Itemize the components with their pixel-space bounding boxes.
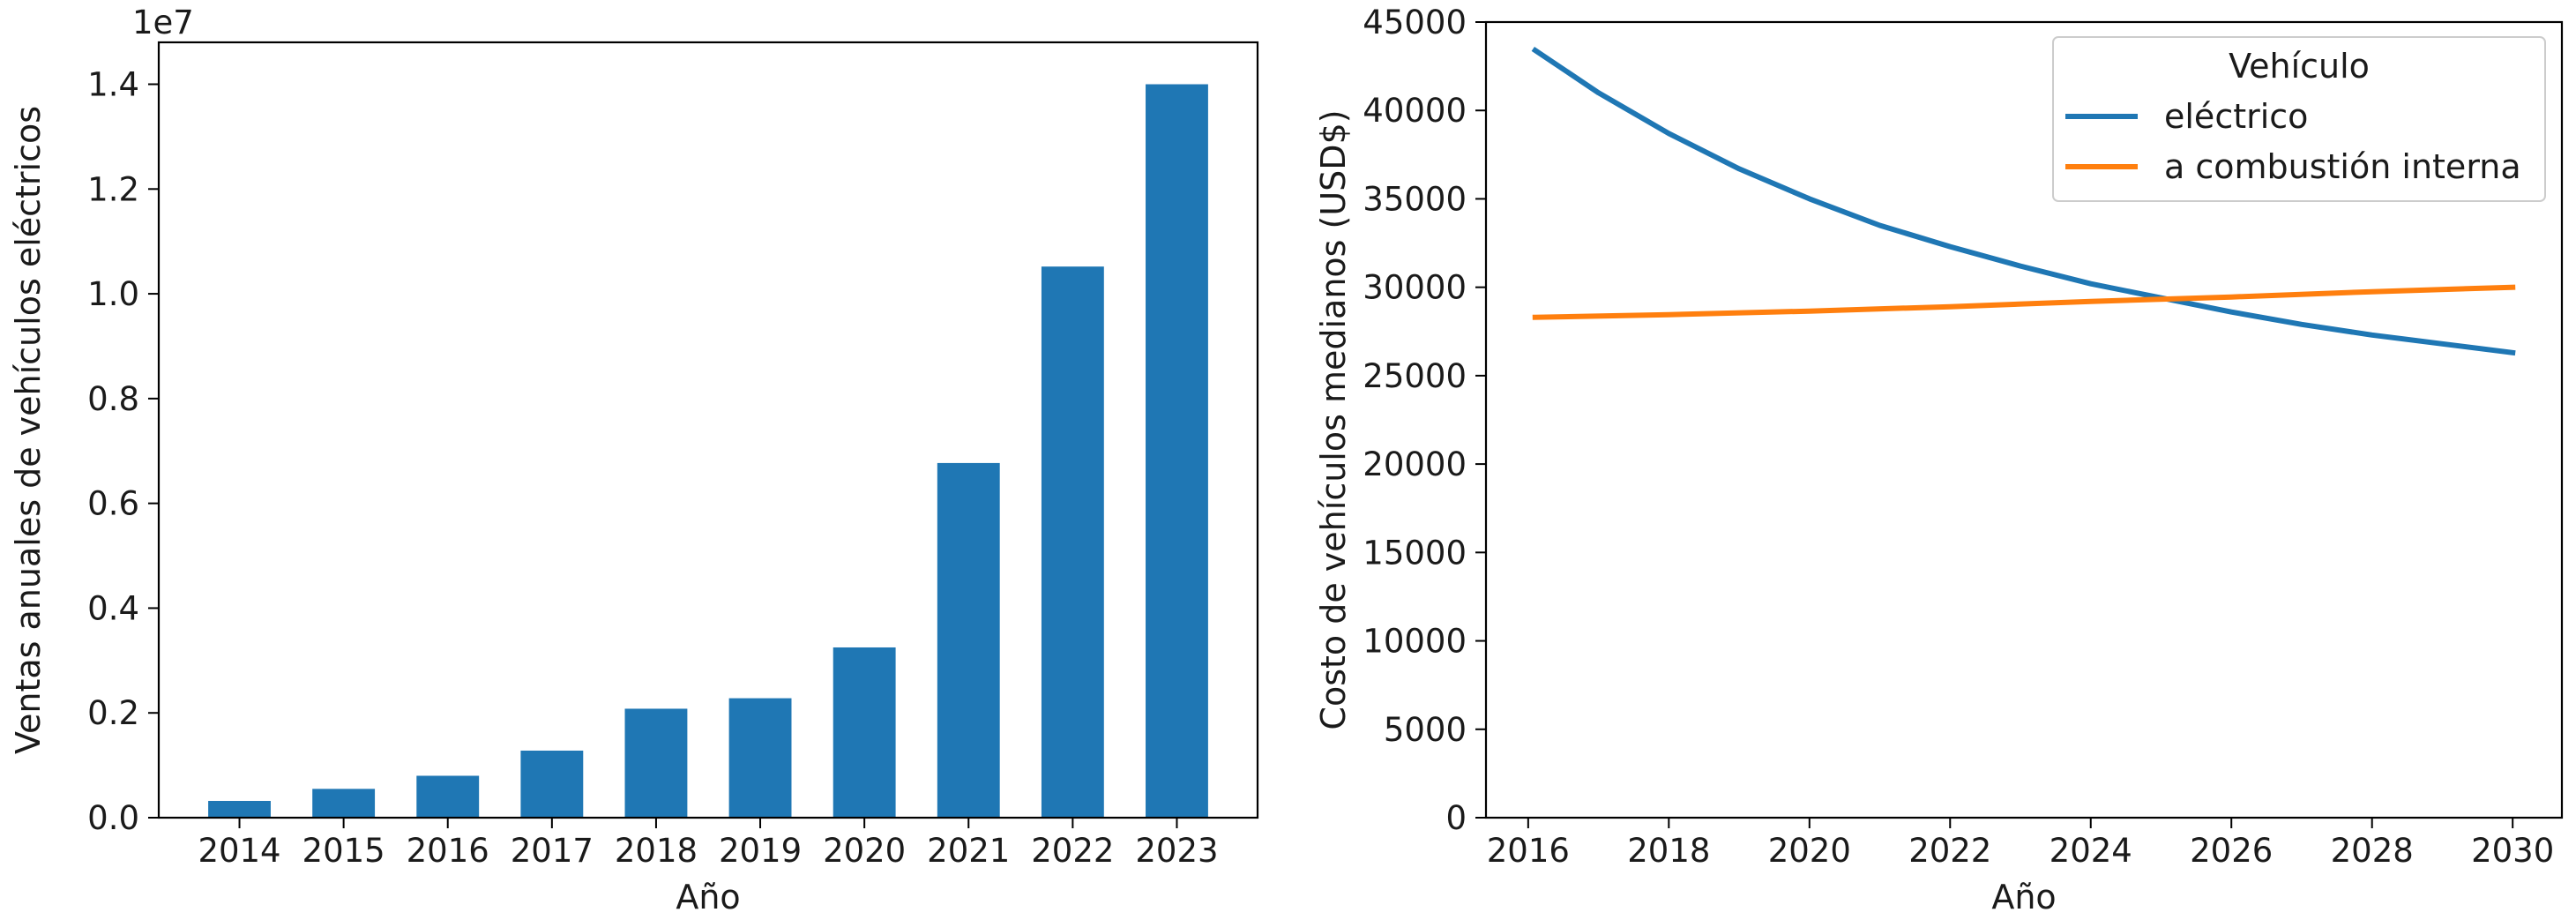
y-tick-label: 0.8 [87, 380, 139, 418]
x-tick-label: 2023 [1135, 832, 1218, 870]
x-tick-label: 2020 [1768, 832, 1851, 870]
x-tick-label: 2022 [1908, 832, 1991, 870]
x-tick-label: 2014 [198, 832, 280, 870]
legend: Vehículo eléctrico a combustión interna [2052, 36, 2546, 202]
y-axis-ticks: 0.0 0.2 0.4 0.6 0.8 1.0 1.2 1.4 [87, 66, 159, 837]
x-tick-label: 2026 [2190, 832, 2273, 870]
x-tick-label: 2018 [615, 832, 698, 870]
y-tick-label: 10000 [1363, 623, 1467, 661]
x-tick-label: 2018 [1627, 832, 1710, 870]
y-axis-label: Costo de vehículos medianos (USD$) [1314, 109, 1353, 729]
x-axis-label: Año [1991, 878, 2056, 916]
y-tick-label: 0 [1445, 799, 1467, 837]
bar-2022 [1041, 266, 1104, 819]
y-tick-label: 30000 [1363, 269, 1467, 307]
plot-frame [157, 41, 1259, 819]
x-tick-label: 2016 [407, 832, 489, 870]
y-tick-label: 15000 [1363, 534, 1467, 572]
bar-2015 [312, 789, 376, 818]
y-axis-label: Ventas anuales de vehículos eléctricos [9, 106, 48, 754]
bar-2023 [1146, 84, 1208, 819]
x-axis-ticks: 2014 2015 2016 2017 2018 2019 2020 2021 2022 2023 [198, 818, 1219, 870]
legend-label: eléctrico [2164, 97, 2308, 136]
x-axis-label: Año [676, 878, 740, 916]
bar-2014 [208, 800, 271, 818]
y-axis-ticks: 0 5000 10000 15000 20000 25000 30000 35000 40000… [1363, 4, 1486, 837]
x-tick-label: 2015 [302, 832, 385, 870]
bar-2021 [937, 462, 1000, 818]
plot-frame [1484, 20, 2564, 819]
y-tick-label: 40000 [1363, 92, 1467, 130]
x-tick-label: 2022 [1031, 832, 1114, 870]
ev-sales-bar-chart: 2014 2015 2016 2017 2018 2019 2020 2021 2022 2023… [9, 4, 1259, 916]
x-tick-label: 2028 [2331, 832, 2414, 870]
x-tick-label: 2030 [2471, 832, 2554, 870]
x-tick-label: 2017 [511, 832, 594, 870]
y-tick-label: 25000 [1363, 357, 1467, 395]
x-tick-label: 2020 [823, 832, 906, 870]
x-tick-label: 2016 [1487, 832, 1570, 870]
bar-2016 [416, 775, 480, 818]
y-tick-label: 1.4 [87, 66, 139, 104]
series-line-1 [1532, 284, 2516, 320]
y-tick-label: 45000 [1363, 4, 1467, 41]
y-tick-label: 1.2 [87, 170, 139, 208]
y-tick-label: 35000 [1363, 180, 1467, 218]
vehicle-cost-line-chart: 2016 2018 2020 2022 2024 2026 2028 2030 0 5000 10… [1314, 4, 2564, 916]
bar-2020 [833, 647, 896, 818]
bar-2019 [728, 698, 792, 818]
legend-box [2052, 36, 2546, 202]
legend-label: a combustión interna [2164, 147, 2521, 186]
y-tick-label: 5000 [1384, 711, 1467, 749]
y-tick-label: 0.6 [87, 485, 139, 523]
y-axis-offset-text: 1e7 [132, 4, 194, 41]
legend-entries: eléctrico a combustión interna [2065, 97, 2521, 186]
bar-2018 [624, 708, 688, 818]
bar-2017 [520, 750, 584, 818]
y-tick-label: 0.0 [87, 799, 139, 837]
y-tick-label: 0.4 [87, 589, 139, 627]
y-tick-label: 0.2 [87, 694, 139, 732]
x-tick-label: 2021 [927, 832, 1010, 870]
bar-series [208, 84, 1208, 819]
line-series [1531, 46, 2516, 356]
legend-title: Vehículo [2229, 47, 2370, 86]
y-tick-label: 20000 [1363, 445, 1467, 483]
y-tick-label: 1.0 [87, 275, 139, 313]
x-axis-ticks: 2016 2018 2020 2022 2024 2026 2028 2030 [1487, 818, 2554, 870]
x-tick-label: 2024 [2050, 832, 2132, 870]
x-tick-label: 2019 [719, 832, 802, 870]
series-line-0 [1531, 46, 2516, 356]
